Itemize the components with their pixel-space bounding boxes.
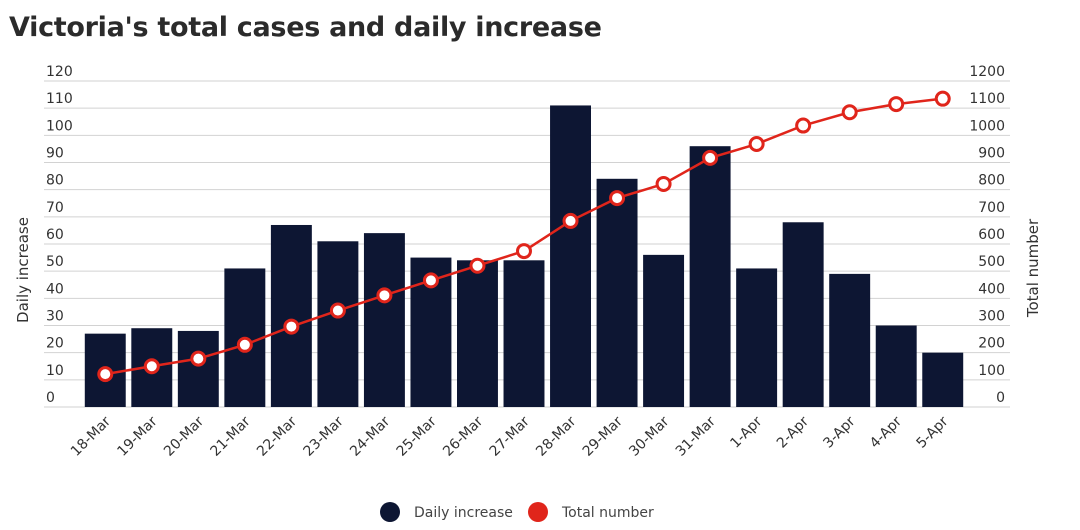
y-tick-label: 30	[46, 309, 64, 325]
line-point	[422, 272, 439, 289]
x-tick-label: 19-Mar	[114, 413, 160, 459]
line-point	[143, 358, 160, 375]
x-tick-label: 21-Mar	[208, 413, 254, 459]
y-tick-label: 90	[46, 146, 64, 162]
x-tick-label: 25-Mar	[394, 413, 440, 459]
y2-tick-label: 100	[978, 363, 1005, 379]
y-tick-label: 80	[46, 173, 64, 189]
x-tick-label: 28-Mar	[533, 413, 579, 459]
y2-tick-label: 500	[978, 254, 1005, 270]
x-tick-label: 22-Mar	[254, 413, 300, 459]
y2-tick-label: 200	[978, 336, 1005, 352]
y-tick-label: 0	[46, 390, 55, 406]
x-tick-label: 20-Mar	[161, 413, 207, 459]
y2-tick-label: 700	[978, 200, 1005, 216]
bar	[177, 330, 219, 407]
bar	[503, 260, 545, 407]
bar	[363, 233, 405, 407]
line-point	[329, 302, 346, 319]
line-point	[562, 212, 579, 229]
y2-tick-label: 1200	[969, 64, 1005, 80]
y2-tick-label: 0	[996, 390, 1005, 406]
y-tick-label: 110	[46, 91, 73, 107]
line-point	[283, 318, 300, 335]
line-point	[841, 104, 858, 121]
x-tick-label: 3-Apr	[820, 413, 858, 451]
bar	[270, 224, 312, 407]
bar	[457, 260, 498, 407]
y2-tick-label: 300	[978, 309, 1005, 325]
bar	[689, 146, 731, 407]
legend-label-daily: Daily increase	[414, 505, 513, 521]
line-point	[934, 90, 951, 107]
line-point	[655, 175, 672, 192]
bar	[922, 352, 964, 407]
x-tick-label: 30-Mar	[626, 413, 672, 459]
x-tick-label: 26-Mar	[440, 413, 486, 459]
x-tick-label: 2-Apr	[774, 413, 812, 451]
y-tick-label: 120	[46, 64, 73, 80]
line-point	[609, 190, 626, 207]
x-tick-label: 4-Apr	[867, 413, 905, 451]
x-tick-label: 24-Mar	[347, 413, 393, 459]
bar	[596, 178, 638, 407]
bar	[829, 273, 871, 407]
y2-tick-label: 600	[978, 227, 1005, 243]
legend-marker-daily	[380, 502, 400, 522]
legend-marker-total	[528, 502, 548, 522]
x-tick-label: 18-Mar	[68, 413, 114, 459]
bar	[875, 325, 917, 407]
y2-tick-label: 1100	[969, 91, 1005, 107]
y-tick-label: 20	[46, 336, 64, 352]
x-tick-label: 23-Mar	[301, 413, 347, 459]
line-point	[702, 149, 719, 166]
line-point	[888, 96, 905, 113]
x-tick-label: 1-Apr	[727, 413, 765, 451]
line-point	[236, 336, 253, 353]
y2-tick-label: 1000	[969, 118, 1005, 134]
left-axis-ticks: 0 10 20 30 40 50 60 70 80 90 100 110 120	[46, 64, 73, 406]
y-tick-label: 60	[46, 227, 64, 243]
line-series	[97, 90, 951, 383]
bar	[643, 254, 685, 407]
y2-tick-label: 800	[978, 173, 1005, 189]
line-point	[795, 117, 812, 134]
left-axis-title: Daily increase	[14, 217, 32, 323]
bar	[550, 105, 591, 407]
legend-label-total: Total number	[561, 505, 654, 521]
bar-series	[84, 105, 964, 407]
y-tick-label: 40	[46, 281, 64, 297]
bar	[317, 241, 359, 407]
line-point	[516, 243, 532, 260]
line-point	[376, 287, 393, 304]
x-tick-label: 27-Mar	[487, 413, 533, 459]
y-tick-label: 50	[46, 254, 64, 270]
legend: Daily increase Total number	[380, 502, 654, 522]
bar	[782, 222, 824, 407]
x-tick-label: 29-Mar	[580, 413, 626, 459]
y2-tick-label: 900	[978, 146, 1005, 162]
y2-tick-label: 400	[978, 281, 1005, 297]
line-point	[469, 257, 486, 274]
chart-title: Victoria's total cases and daily increas…	[9, 12, 602, 43]
y-tick-label: 100	[46, 118, 73, 134]
line-point	[190, 350, 207, 367]
y-tick-label: 70	[46, 200, 64, 216]
right-axis-title: Total number	[1024, 218, 1042, 318]
x-tick-label: 31-Mar	[673, 413, 719, 459]
y-tick-label: 10	[46, 363, 64, 379]
bar	[736, 268, 778, 407]
line-point	[748, 136, 765, 153]
x-axis-ticks: 18-Mar 19-Mar 20-Mar 21-Mar 22-Mar 23-Mar 24-M…	[68, 413, 952, 459]
right-axis-ticks: 0 100 200 300 400 500 600 700 800 900 1000 1100 1200	[969, 64, 1005, 406]
x-tick-label: 5-Apr	[913, 413, 951, 451]
line-point	[97, 366, 114, 383]
